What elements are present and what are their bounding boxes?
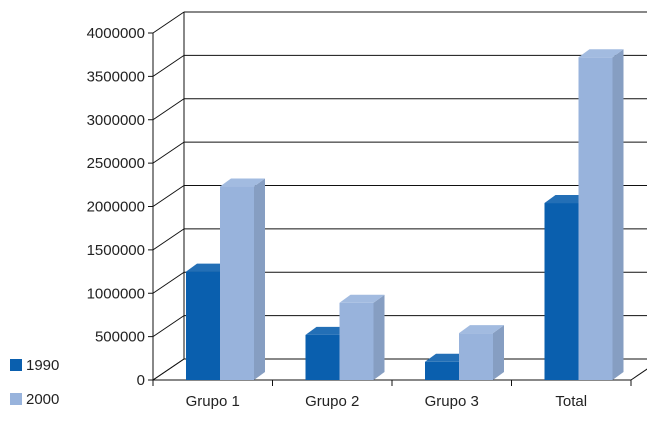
- bar-2000-grupo-2: [339, 302, 374, 380]
- bar-2000-grupo-3: [459, 333, 493, 380]
- y-tick-label-5: 2500000: [87, 155, 145, 172]
- grid-diagonal-7: [152, 54, 185, 77]
- grid-diagonal-1: [152, 315, 185, 338]
- y-tick-label-6: 3000000: [87, 112, 145, 129]
- bar-top-2000-total: [578, 49, 624, 58]
- grid-diagonal-2: [152, 271, 185, 294]
- bar-2000-grupo-1: [220, 186, 254, 380]
- y-tick-label-7: 3500000: [87, 68, 145, 85]
- bar-top-2000-grupo-1: [220, 178, 265, 187]
- legend: 1990 2000: [10, 356, 59, 424]
- x-tick-label-1: Grupo 2: [305, 393, 359, 410]
- bar-side-2000-grupo-1: [254, 178, 265, 380]
- grid-diagonal-0: [152, 358, 185, 381]
- y-tick-label-2: 1000000: [87, 285, 145, 302]
- bar-2000-total: [578, 57, 613, 380]
- y-tick-label-3: 1500000: [87, 242, 145, 259]
- bar-top-1990-grupo-1: [186, 263, 231, 272]
- y-tick-label-8: 4000000: [87, 25, 145, 42]
- x-tick-label-3: Total: [555, 393, 587, 410]
- y-tick-label-1: 500000: [95, 329, 145, 346]
- bar-1990-grupo-2: [305, 334, 340, 380]
- legend-swatch-2000: [10, 393, 22, 405]
- bar-1990-grupo-1: [186, 271, 220, 380]
- bar-side-2000-grupo-2: [373, 294, 385, 380]
- grid-diagonal-5: [152, 141, 185, 164]
- grid-diagonal-4: [152, 185, 185, 207]
- legend-label-1990: 1990: [26, 356, 60, 374]
- bar-top-1990-total: [544, 195, 590, 204]
- legend-swatch-1990: [10, 359, 22, 371]
- bar-top-2000-grupo-3: [459, 325, 504, 334]
- grid-diagonal-3: [152, 228, 185, 251]
- x-tick-label-2: Grupo 3: [425, 393, 479, 410]
- bar-top-2000-grupo-2: [339, 294, 385, 303]
- grid-diagonal-6: [152, 98, 185, 121]
- bar-side-2000-total: [612, 49, 624, 380]
- bar-top-1990-grupo-2: [305, 326, 351, 335]
- bar-top-1990-grupo-3: [425, 353, 470, 362]
- bar-chart: 0 500000 1000000 1500000 2000000 2500000 30000…: [87, 11, 647, 410]
- bar-1990-total: [544, 203, 579, 380]
- floor-right-edge: [630, 368, 647, 381]
- grid-diagonal-8: [152, 11, 185, 34]
- bar-1990-grupo-3: [425, 361, 459, 380]
- legend-item-1990: 1990: [10, 356, 59, 374]
- x-tick-label-0: Grupo 1: [186, 393, 240, 410]
- legend-item-2000: 2000: [10, 390, 59, 408]
- bar-side-2000-grupo-3: [493, 325, 504, 380]
- y-tick-label-0: 0: [137, 372, 145, 389]
- y-tick-label-4: 2000000: [87, 199, 145, 216]
- legend-label-2000: 2000: [26, 390, 60, 408]
